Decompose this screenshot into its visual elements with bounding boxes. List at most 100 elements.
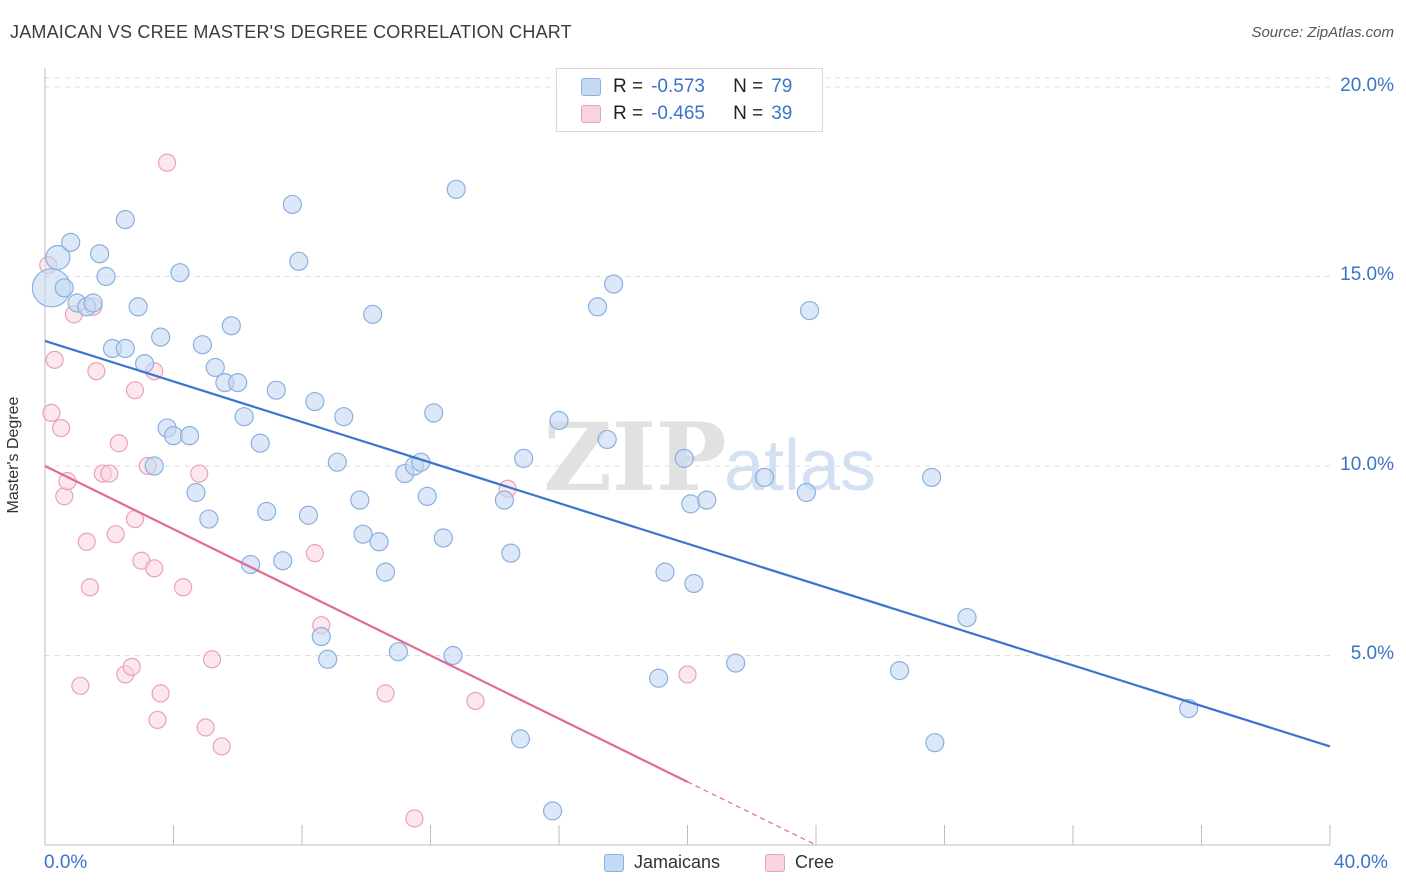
legend-item-jamaicans: Jamaicans [604,852,720,873]
cree-point [77,532,96,551]
cree-point [80,578,100,597]
n-value: 39 [771,103,793,124]
cree-point [45,350,64,369]
cree-points [39,153,697,828]
r-value: -0.573 [651,76,705,97]
cree-point [212,737,231,756]
jamaican-point [144,456,164,476]
jamaican-point [163,426,184,446]
cree-point [466,691,485,711]
jamaican-point [674,448,694,468]
x-tick-label-min: 0.0% [44,852,88,873]
n-label: N = [733,103,764,124]
jamaican-point [796,482,816,503]
y-tick-label: 10.0% [1340,453,1394,475]
cree-point [42,403,61,423]
n-label: N = [733,76,764,97]
jamaican-point [289,251,309,271]
jamaican-point [369,532,389,552]
cree-point [190,464,209,483]
jamaican-point [681,494,701,514]
legend-swatch-pink [765,853,785,872]
jamaican-point [151,327,171,347]
jamaican-point [327,452,347,472]
cree-point [151,684,170,703]
jamaican-point [282,194,302,215]
jamaican-point [549,410,569,431]
cree-point [678,665,697,684]
jamaican-point [510,729,531,749]
cree-point [122,657,141,676]
jamaican-point [375,562,396,582]
jamaican-point [205,357,225,378]
jamaican-point [115,210,135,230]
jamaican-point [388,642,408,662]
jamaican-point [655,562,675,582]
cree-point [106,525,125,544]
jamaican-point [128,297,148,317]
jamaican-point [115,338,135,359]
jamaican-point [266,380,286,400]
jamaican-point [45,244,71,271]
jamaican-point [587,297,608,317]
jamaican-point [754,467,775,487]
series-legend: Jamaicans Cree [0,852,1406,878]
jamaican-point [318,649,338,669]
cree-point [87,362,106,381]
jamaican-point [604,274,624,294]
jamaican-point [648,668,669,688]
jamaican-point [542,801,563,821]
jamaican-point [684,573,704,594]
jamaican-point [61,232,81,252]
jamaican-point [250,433,270,453]
jamaican-trend-line [44,339,1331,748]
legend-label-cree: Cree [795,852,835,872]
jamaican-point [170,263,190,283]
stats-legend-row-jamaicans: R = -0.573 N = 79 [581,75,792,99]
jamaican-point [273,551,293,571]
cree-point [405,809,424,828]
jamaican-point [334,407,354,427]
cree-point [202,650,222,669]
cree-point [51,418,71,438]
jamaican-point [799,300,820,321]
stats-legend-row-cree: R = -0.465 N = 39 [581,102,792,126]
gridlines [45,77,1330,656]
legend-swatch-blue [604,853,624,872]
jamaican-point [424,403,444,423]
jamaican-point [889,661,910,681]
stats-legend: R = -0.573 N = 79 R = -0.465 N = 39 [556,68,823,132]
cree-point [157,153,177,172]
jamaican-point [726,653,746,673]
jamaican-point [494,490,514,510]
cree-point [376,684,395,703]
r-value: -0.465 [651,103,705,124]
r-label: R = [613,103,644,124]
cree-point [174,578,193,597]
jamaican-point [514,448,534,468]
cree-point [305,544,324,563]
jamaican-point [350,490,370,510]
jamaican-point [83,293,103,313]
jamaican-point [501,543,521,563]
jamaican-point [179,426,200,446]
jamaican-point [228,372,248,393]
y-tick-label: 20.0% [1340,74,1394,96]
axes [44,68,1331,846]
jamaican-point [96,266,116,287]
source-label: Source: ZipAtlas.com [1251,24,1394,41]
cree-point [145,559,164,578]
jamaican-point [697,490,717,510]
n-value: 79 [771,76,793,97]
jamaican-point [186,482,206,503]
y-tick-label: 15.0% [1340,264,1394,286]
jamaican-point [433,528,453,548]
cree-point [100,464,119,483]
chart-title: JAMAICAN VS CREE MASTER'S DEGREE CORRELA… [10,22,572,42]
jamaican-point [305,391,325,412]
jamaican-points [31,179,1199,821]
jamaican-point [597,429,617,450]
jamaican-point [446,179,466,199]
cree-point [196,718,215,737]
